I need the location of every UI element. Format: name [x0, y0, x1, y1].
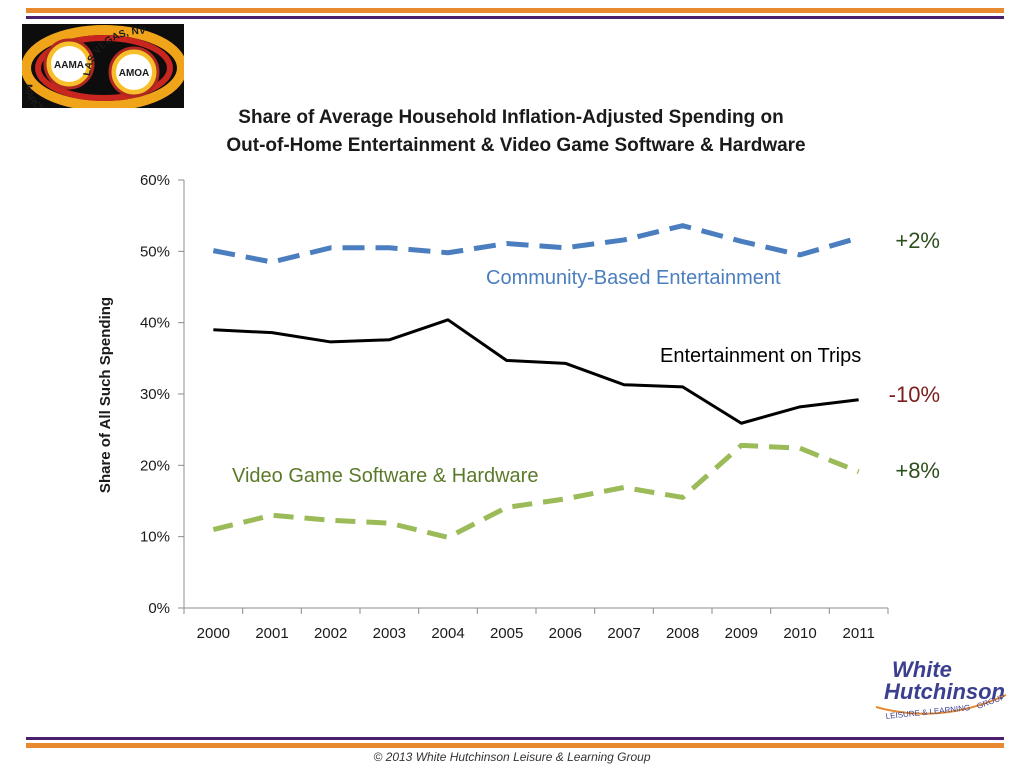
brand-swoosh [875, 694, 1007, 715]
x-tick-label: 2009 [725, 625, 758, 642]
series-label-video: Video Game Software & Hardware [232, 465, 538, 487]
line-chart: Share of Average Household Inflation-Adj… [97, 107, 940, 642]
change-label-community: +2% [895, 228, 940, 253]
x-tick-label: 2007 [607, 625, 640, 642]
badge-outer-ring [21, 25, 187, 111]
amoa-label: AMOA [119, 68, 150, 79]
bottom-purple-rule [26, 737, 1004, 740]
y-axis-label: Share of All Such Spending [97, 297, 114, 493]
event-logo-badge: AAMA AMOA LAS VEGAS, NV MARCH 20-22 [21, 24, 187, 122]
top-orange-rule [26, 8, 1004, 13]
brand-line-1: White [892, 657, 952, 682]
series-line-video [212, 442, 860, 540]
series-label-community: Community-Based Entertainment [486, 267, 781, 289]
y-tick-label: 10% [140, 529, 170, 546]
chart-subtitle: Out-of-Home Entertainment & Video Game S… [226, 135, 805, 156]
bottom-orange-rule [26, 743, 1004, 748]
y-tick-label: 40% [140, 315, 170, 332]
aama-seal-center [51, 46, 87, 82]
x-tick-label: 2008 [666, 625, 699, 642]
series-line-community [212, 223, 860, 265]
x-tick-label: 2006 [549, 625, 582, 642]
series-label-trips: Entertainment on Trips [660, 345, 861, 367]
x-tick-label: 2004 [431, 625, 464, 642]
event-logo-graphic: AAMA AMOA LAS VEGAS, NV MARCH 20-22 [21, 25, 187, 122]
x-tick-label: 2002 [314, 625, 347, 642]
x-tick-label: 2003 [373, 625, 406, 642]
white-hutchinson-logo: White Hutchinson LEISURE & LEARNING GROU… [870, 655, 1010, 730]
chart-series-labels: Community-Based Entertainment Entertainme… [232, 228, 940, 487]
white-hutchinson-logo-graphic: White Hutchinson LEISURE & LEARNING GROU… [875, 657, 1007, 721]
top-purple-rule [26, 16, 1004, 19]
chart-axes: 0% 10% 20% 30% 40% 50% 60% 2000 2001 2002 2003 2004… [140, 172, 889, 642]
brand-line-2: Hutchinson [884, 679, 1005, 704]
amoa-seal-center [116, 54, 152, 90]
y-tick-label: 30% [140, 386, 170, 403]
brand-tagline-1: LEISURE & LEARNING [885, 703, 970, 721]
x-tick-label: 2011 [843, 625, 875, 642]
chart-series [212, 223, 860, 540]
y-tick-label: 0% [148, 600, 170, 617]
x-tick-label: 2000 [197, 625, 230, 642]
badge-inner-ring [35, 35, 173, 101]
x-tick-label: 2010 [783, 625, 816, 642]
x-tick-label: 2001 [255, 625, 288, 642]
y-tick-label: 60% [140, 172, 170, 189]
y-tick-label: 20% [140, 457, 170, 474]
change-label-trips: -10% [889, 382, 940, 407]
change-label-video: +8% [895, 458, 940, 483]
y-tick-label: 50% [140, 243, 170, 260]
series-line-trips [213, 318, 859, 425]
copyright-footer: © 2013 White Hutchinson Leisure & Learni… [373, 750, 651, 764]
x-tick-label: 2005 [490, 625, 523, 642]
chart-title: Share of Average Household Inflation-Adj… [238, 107, 783, 128]
aama-label: AAMA [54, 60, 84, 71]
